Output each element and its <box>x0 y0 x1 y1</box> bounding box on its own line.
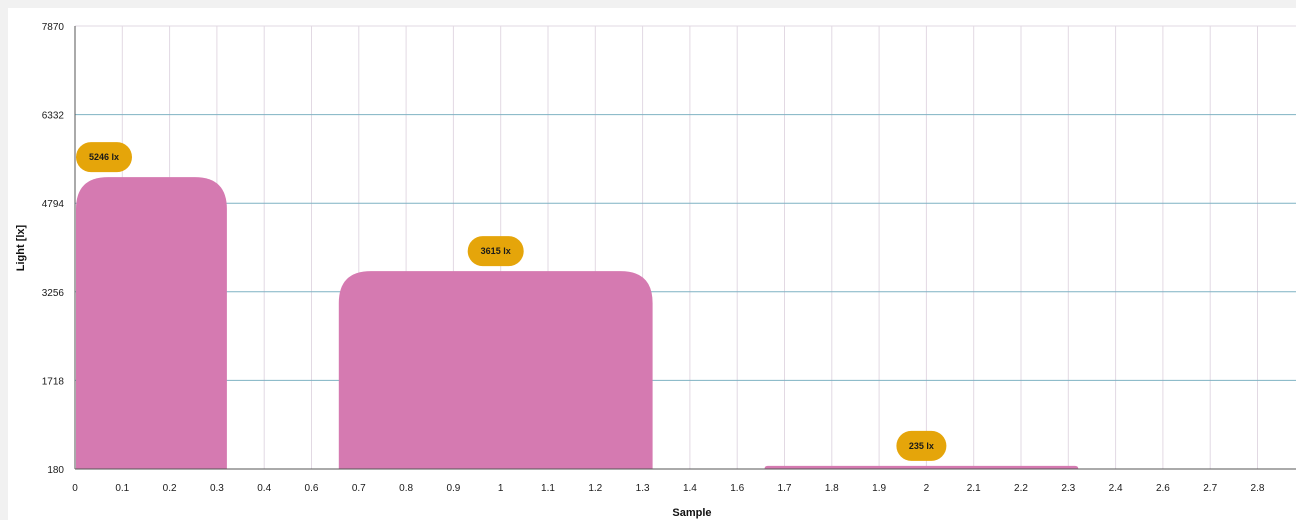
x-tick-label: 2.6 <box>1156 483 1170 494</box>
data-label-text: 235 lx <box>909 441 934 451</box>
y-axis-ticks: 7870 6332 4794 3256 1718 180 <box>42 22 65 476</box>
x-tick-label: 0.4 <box>257 483 271 494</box>
x-tick-label: 1.4 <box>683 483 697 494</box>
x-tick-label: 2.7 <box>1203 483 1217 494</box>
x-tick-label: 0.1 <box>115 483 129 494</box>
x-axis-ticks: 0 0.1 0.2 0.3 0.4 0.6 0.7 0.8 0.9 1 1.1 1.2 1.3 1.4 1.… <box>72 483 1265 494</box>
x-tick-label: 1.8 <box>825 483 839 494</box>
x-axis-title: Sample <box>672 507 711 519</box>
x-tick-label: 2.4 <box>1109 483 1123 494</box>
x-tick-label: 0.9 <box>446 483 460 494</box>
vertical-gridlines <box>121 26 1258 469</box>
chart-frame: 7870 6332 4794 3256 1718 180 0 0.1 0.2 0.3 0.4 0.6… <box>8 8 1296 520</box>
bars <box>76 177 1079 470</box>
y-tick-label: 3256 <box>42 288 65 299</box>
x-tick-label: 2.1 <box>967 483 981 494</box>
x-tick-label: 1 <box>498 483 504 494</box>
x-tick-label: 2.8 <box>1251 483 1265 494</box>
bar[interactable] <box>76 177 227 470</box>
data-label: 3615 lx <box>467 236 524 267</box>
x-tick-label: 1.2 <box>588 483 602 494</box>
bar-chart: 7870 6332 4794 3256 1718 180 0 0.1 0.2 0.3 0.4 0.6… <box>15 22 1296 519</box>
x-tick-label: 0.2 <box>163 483 177 494</box>
y-tick-label: 7870 <box>42 22 65 33</box>
y-tick-label: 1718 <box>42 376 65 387</box>
data-label-bubble <box>467 236 524 267</box>
x-tick-label: 1.6 <box>730 483 744 494</box>
x-tick-label: 0.6 <box>305 483 319 494</box>
data-label-bubble <box>896 430 947 461</box>
x-tick-label: 2 <box>924 483 930 494</box>
bar[interactable] <box>764 465 1079 469</box>
x-tick-label: 0.3 <box>210 483 224 494</box>
x-tick-label: 1.1 <box>541 483 555 494</box>
x-tick-label: 1.9 <box>872 483 886 494</box>
y-tick-label: 4794 <box>42 199 65 210</box>
x-tick-label: 0.8 <box>399 483 413 494</box>
x-tick-label: 0.7 <box>352 483 366 494</box>
data-label: 235 lx <box>896 430 947 461</box>
axes <box>74 26 1296 470</box>
x-tick-label: 1.3 <box>636 483 650 494</box>
y-axis-title: Light [lx] <box>15 224 27 271</box>
data-label-bubble <box>76 142 132 173</box>
data-label-text: 3615 lx <box>481 246 511 256</box>
y-tick-label: 6332 <box>42 111 65 122</box>
data-label-text: 5246 lx <box>89 152 119 162</box>
x-tick-label: 0 <box>72 483 78 494</box>
x-tick-label: 2.2 <box>1014 483 1028 494</box>
data-label: 5246 lx <box>76 142 132 173</box>
x-tick-label: 1.7 <box>778 483 792 494</box>
x-tick-label: 2.3 <box>1061 483 1075 494</box>
data-labels: 5246 lx 3615 lx 235 lx <box>76 142 947 461</box>
bar[interactable] <box>338 271 653 469</box>
horizontal-gridlines <box>75 25 1296 381</box>
y-tick-label: 180 <box>47 465 64 476</box>
